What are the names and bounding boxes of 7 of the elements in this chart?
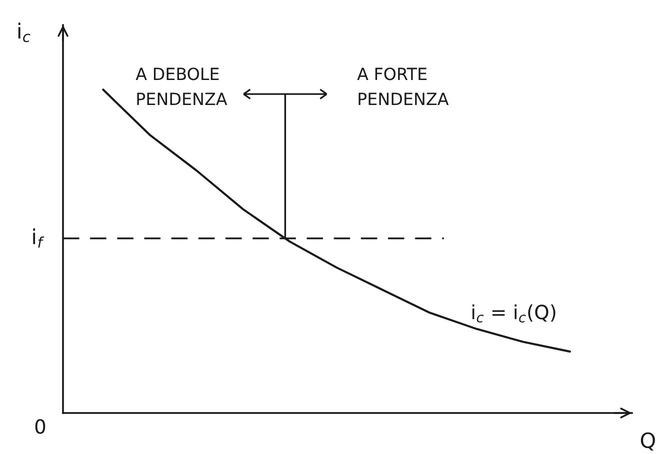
- y-axis-title: i$_{c}$: [18, 22, 30, 42]
- annotation: A DEBOLE PENDENZA: [136, 68, 228, 105]
- ref-line-label: i$_{f}$: [33, 228, 44, 248]
- x-axis-title: Q: [640, 432, 655, 451]
- text: 0: [35, 419, 46, 434]
- annotation: A FORTE PENDENZA: [357, 68, 449, 105]
- series-label: i$_{c}$ = i$_{c}$(Q): [472, 304, 556, 322]
